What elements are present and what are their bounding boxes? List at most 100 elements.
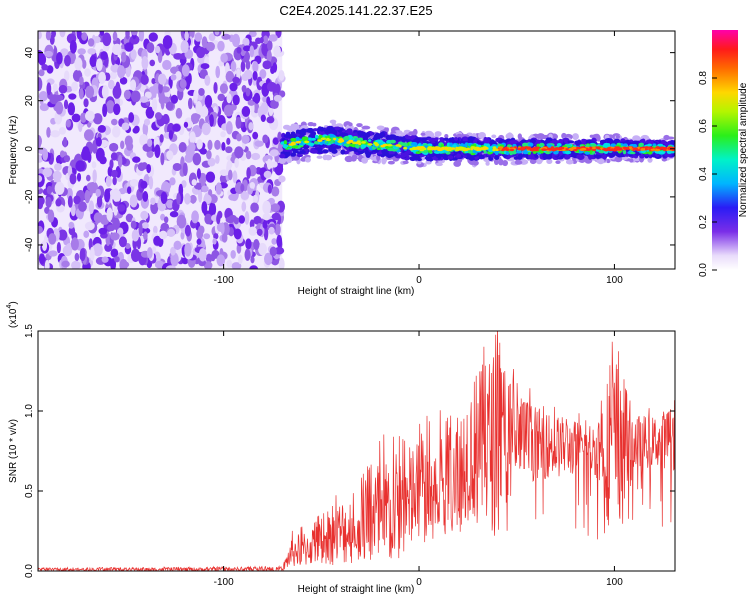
heatmap-cell [233, 217, 240, 225]
heatmap-cell [209, 194, 218, 204]
heatmap-cell [282, 143, 288, 149]
heatmap-cell [509, 150, 513, 156]
heatmap-cell [602, 148, 609, 151]
heatmap-cell [568, 147, 574, 151]
colorbar-tick-label: 0.8 [698, 71, 709, 85]
heatmap-cell [231, 33, 241, 48]
heatmap-cell [260, 102, 269, 115]
heatmap-cell [62, 136, 68, 148]
heatmap-cell [112, 176, 117, 186]
heatmap-cell [38, 69, 45, 77]
heatmap-cell [71, 113, 81, 123]
heatmap-cell [385, 136, 392, 140]
heatmap-cell [221, 141, 226, 151]
heatmap-cell [130, 79, 137, 91]
heatmap-cell [658, 151, 665, 155]
heatmap-cell [104, 188, 111, 203]
heatmap-cell [591, 146, 596, 150]
heatmap-cell [216, 213, 221, 225]
heatmap-cell [109, 71, 117, 80]
heatmap-cell [405, 135, 413, 140]
heatmap-cell [87, 38, 95, 47]
heatmap-cell [443, 137, 450, 141]
heatmap-cell [361, 141, 366, 144]
heatmap-cell [101, 85, 109, 99]
snr-y-tick-label: 0.5 [24, 484, 35, 498]
heatmap-cell [217, 93, 226, 102]
heatmap-cell [357, 130, 363, 136]
heatmap-cell [130, 220, 137, 229]
heatmap-cell [78, 121, 83, 133]
heatmap-cell [162, 59, 172, 71]
heatmap-cell [242, 45, 252, 52]
heatmap-cell [201, 36, 208, 49]
heatmap-cell [483, 150, 487, 154]
heatmap-cell [168, 130, 174, 140]
heatmap-cell [180, 231, 185, 240]
heatmap-cell [228, 193, 238, 201]
heatmap-cell [221, 33, 231, 40]
heatmap-cell [322, 149, 329, 154]
heatmap-cell [181, 180, 187, 188]
heatmap-cell [109, 189, 116, 200]
heatmap-cell [660, 146, 665, 150]
heatmap-cell [154, 112, 163, 120]
heatmap-cell [478, 154, 485, 159]
heatmap-cell [89, 246, 95, 261]
heatmap-cell [304, 140, 310, 144]
heatmap-cell [194, 32, 203, 42]
heatmap-cell [463, 143, 468, 148]
heatmap-y-axis: -40 -20 0 20 40 [24, 47, 675, 252]
heatmap-cell [83, 230, 90, 238]
colorbar-gradient [712, 30, 738, 270]
heatmap-cell [110, 152, 118, 161]
snr-y-tick-label: 0.0 [24, 564, 35, 578]
heatmap-cell [207, 139, 213, 151]
heatmap-cell [203, 233, 211, 240]
heatmap-cell [421, 156, 426, 161]
heatmap-cell [56, 242, 61, 254]
heatmap-cell [157, 49, 163, 64]
heatmap-cell [117, 154, 123, 168]
heatmap-cell [270, 99, 279, 109]
heatmap-cell [443, 155, 449, 160]
heatmap-cell [292, 142, 296, 146]
heatmap-cell [52, 83, 58, 92]
heatmap-cell [142, 122, 149, 136]
heatmap-cell [491, 134, 497, 139]
heatmap-cell [38, 53, 47, 66]
heatmap-cell [249, 181, 256, 189]
heatmap-cell [553, 150, 559, 155]
heatmap-cell [104, 243, 113, 252]
heatmap-cell [230, 250, 236, 259]
heatmap-cell [196, 139, 203, 150]
colorbar-tick-label: 0.6 [698, 119, 709, 133]
heatmap-cell [320, 137, 327, 141]
heatmap-cell [100, 51, 108, 61]
heatmap-cell [240, 60, 246, 72]
heatmap-cell [498, 158, 504, 166]
heatmap-cell [55, 198, 62, 207]
heatmap-cell [63, 155, 71, 163]
heatmap-cell [655, 146, 660, 149]
heatmap-cell [70, 237, 79, 251]
heatmap-cell [184, 224, 191, 237]
heatmap-cell [81, 148, 91, 161]
heatmap-cell [91, 161, 97, 169]
heatmap-cell [117, 65, 126, 79]
heatmap-cell [88, 200, 95, 214]
heatmap-cell [258, 242, 267, 256]
heatmap-cell [65, 119, 71, 128]
heatmap-cell [67, 102, 76, 116]
heatmap-cell [412, 155, 419, 160]
heatmap-cell [226, 137, 231, 145]
heatmap-cell [98, 71, 106, 85]
heatmap-cell [184, 193, 191, 205]
snr-multiplier-close: ) [8, 301, 19, 304]
heatmap-cell [447, 155, 454, 160]
heatmap-cell [109, 159, 114, 169]
heatmap-cell [79, 76, 84, 86]
heatmap-cell [633, 147, 638, 150]
heatmap-cell [250, 256, 255, 264]
heatmap-noise-region [38, 31, 286, 269]
